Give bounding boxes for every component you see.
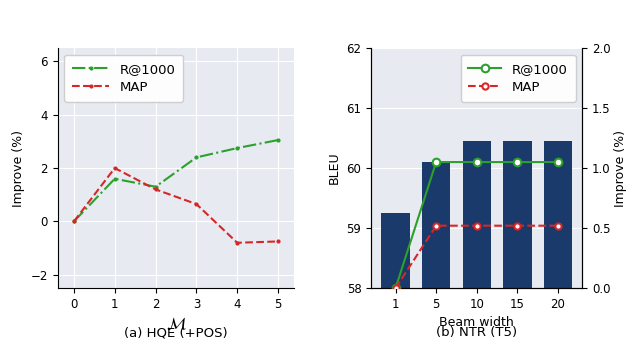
MAP [274, 239, 282, 244]
X-axis label: $\mathcal{M}$: $\mathcal{M}$ [166, 316, 186, 333]
Legend: R@1000, MAP: R@1000, MAP [461, 55, 576, 102]
Y-axis label: BLEU: BLEU [328, 152, 341, 185]
Bar [503, 141, 532, 343]
Bar [463, 141, 491, 343]
Line: R@1000: R@1000 [71, 137, 281, 224]
MAP [152, 187, 159, 191]
MAP [433, 224, 440, 228]
Y-axis label: Improve (%): Improve (%) [614, 130, 627, 206]
Y-axis label: Improve (%): Improve (%) [12, 130, 25, 206]
MAP [473, 224, 481, 228]
R@1000 [274, 138, 282, 142]
Line: MAP: MAP [392, 223, 561, 291]
Line: R@1000: R@1000 [392, 158, 562, 292]
Bar [381, 213, 410, 343]
MAP [513, 224, 521, 228]
MAP [554, 224, 562, 228]
Legend: R@1000, MAP: R@1000, MAP [64, 55, 184, 102]
R@1000 [554, 160, 562, 164]
Text: (a) HQE (+POS): (a) HQE (+POS) [124, 326, 228, 339]
Text: (b) NTR (T5): (b) NTR (T5) [436, 326, 517, 339]
R@1000 [193, 155, 200, 159]
R@1000 [152, 185, 159, 189]
R@1000 [70, 220, 78, 224]
Bar [422, 162, 451, 343]
R@1000 [473, 160, 481, 164]
MAP [234, 241, 241, 245]
MAP [70, 220, 78, 224]
R@1000 [513, 160, 521, 164]
R@1000 [392, 286, 399, 290]
Bar [544, 141, 572, 343]
MAP [111, 166, 118, 170]
R@1000 [234, 146, 241, 150]
R@1000 [433, 160, 440, 164]
Line: MAP: MAP [71, 165, 281, 246]
MAP [193, 202, 200, 206]
R@1000 [111, 177, 118, 181]
MAP [392, 286, 399, 290]
X-axis label: Beam width: Beam width [440, 316, 514, 329]
